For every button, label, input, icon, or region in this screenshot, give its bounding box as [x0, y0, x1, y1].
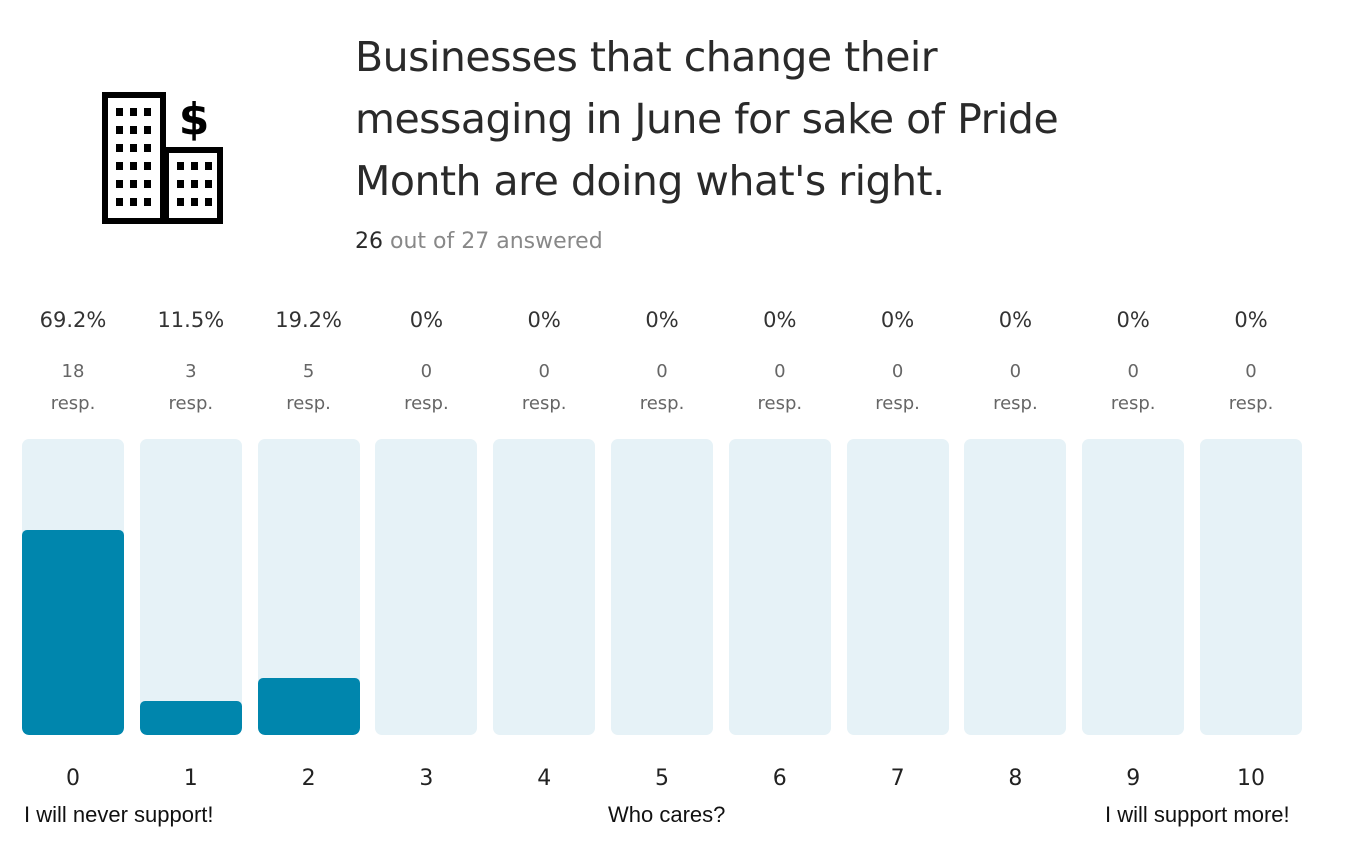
response-count: 0: [1009, 361, 1022, 382]
response-count-label: 0 resp.: [1082, 356, 1184, 420]
rating-column-9: 0% 0 resp. 9: [1082, 300, 1185, 800]
response-count: 0: [774, 361, 786, 382]
percentage-label: 0%: [1234, 308, 1268, 332]
bar-fill: [22, 530, 124, 735]
rating-column-10: 0% 0 resp. 10: [1200, 300, 1302, 800]
percentage-label: 0%: [880, 308, 915, 332]
response-count-label: 0 resp.: [493, 356, 595, 420]
response-count: 0: [420, 361, 433, 382]
response-count-label: 0 resp.: [375, 356, 477, 420]
scale-tick-label: 8: [1008, 766, 1023, 791]
response-unit: resp.: [50, 393, 96, 414]
bar-fill: [139, 700, 242, 735]
response-unit: resp.: [286, 393, 331, 414]
percentage-label: 0%: [645, 308, 679, 332]
answered-summary: 26 out of 27 answered: [355, 229, 603, 254]
percentage-label: 11.5%: [157, 308, 225, 332]
percentage-label: 0%: [998, 308, 1033, 332]
answered-count: 26: [355, 229, 383, 254]
response-count-label: 0 resp.: [611, 356, 713, 420]
response-count-label: 3 resp.: [140, 356, 242, 420]
percentage-label: 0%: [763, 308, 797, 332]
rating-column-6: 0% 0 resp. 6: [728, 300, 831, 800]
bar-track: [846, 439, 949, 735]
rating-column-3: 0% 0 resp. 3: [375, 300, 478, 800]
response-count-label: 0 resp.: [847, 356, 949, 420]
response-unit: resp.: [757, 393, 803, 414]
response-count-label: 5 resp.: [258, 356, 360, 420]
question-title: Businesses that change their messaging i…: [355, 33, 1059, 205]
rating-column-0: 69.2% 18 resp. 0: [22, 300, 124, 800]
response-count: 0: [656, 361, 668, 382]
rating-column-2: 19.2% 5 resp. 2: [257, 300, 360, 800]
bar-track: [257, 439, 360, 735]
scale-tick-label: 10: [1237, 766, 1265, 791]
bar-track: [1200, 439, 1302, 735]
response-count: 18: [61, 361, 85, 382]
office-building-dollar-icon: $: [100, 88, 230, 226]
scale-tick-label: 3: [419, 766, 434, 791]
percentage-label: 0%: [1116, 308, 1150, 332]
response-count-label: 0 resp.: [729, 356, 831, 420]
scale-tick-label: 5: [655, 766, 669, 791]
rating-column-8: 0% 0 resp. 8: [964, 300, 1067, 800]
response-unit: resp.: [1228, 393, 1274, 414]
response-unit: resp.: [404, 393, 449, 414]
bar-track: [728, 439, 831, 735]
bar-track: [611, 439, 713, 735]
rating-column-1: 11.5% 3 resp. 1: [139, 300, 242, 800]
scale-tick-label: 0: [66, 766, 80, 791]
rating-column-7: 0% 0 resp. 7: [846, 300, 949, 800]
response-count: 0: [891, 361, 904, 382]
bar-track: [1082, 439, 1185, 735]
bar-fill: [257, 678, 360, 735]
bar-track: [139, 439, 242, 735]
scale-tick-label: 9: [1126, 766, 1141, 791]
rating-column-4: 0% 0 resp. 4: [493, 300, 596, 800]
bar-track: [964, 439, 1067, 735]
response-count: 0: [538, 361, 550, 382]
anchor-label-right: I will support more!: [1105, 802, 1290, 827]
scale-tick-label: 4: [537, 766, 552, 791]
percentage-label: 0%: [527, 308, 561, 332]
response-count: 3: [185, 361, 197, 382]
response-unit: resp.: [639, 393, 685, 414]
response-unit: resp.: [521, 393, 567, 414]
bar-track: [22, 439, 124, 735]
scale-tick-label: 7: [890, 766, 905, 791]
percentage-label: 69.2%: [39, 308, 107, 332]
response-unit: resp.: [993, 393, 1038, 414]
rating-column-5: 0% 0 resp. 5: [611, 300, 713, 800]
response-unit: resp.: [1110, 393, 1156, 414]
response-unit: resp.: [168, 393, 214, 414]
response-count: 0: [1245, 361, 1257, 382]
percentage-label: 19.2%: [275, 308, 342, 332]
response-unit: resp.: [875, 393, 920, 414]
response-count: 5: [302, 361, 315, 382]
bar-track: [493, 439, 596, 735]
percentage-label: 0%: [409, 308, 444, 332]
anchor-label-left: I will never support!: [24, 802, 214, 827]
answered-suffix: out of 27 answered: [390, 229, 603, 254]
scale-tick-label: 1: [183, 766, 198, 791]
anchor-label-middle: Who cares?: [608, 802, 726, 827]
response-count: 0: [1127, 361, 1139, 382]
response-count-label: 18 resp.: [22, 356, 124, 420]
scale-tick-label: 6: [772, 766, 787, 791]
bar-track: [375, 439, 478, 735]
svg-text:$: $: [179, 94, 210, 145]
response-count-label: 0 resp.: [964, 356, 1066, 420]
scale-tick-label: 2: [301, 766, 316, 791]
response-count-label: 0 resp.: [1200, 356, 1302, 420]
